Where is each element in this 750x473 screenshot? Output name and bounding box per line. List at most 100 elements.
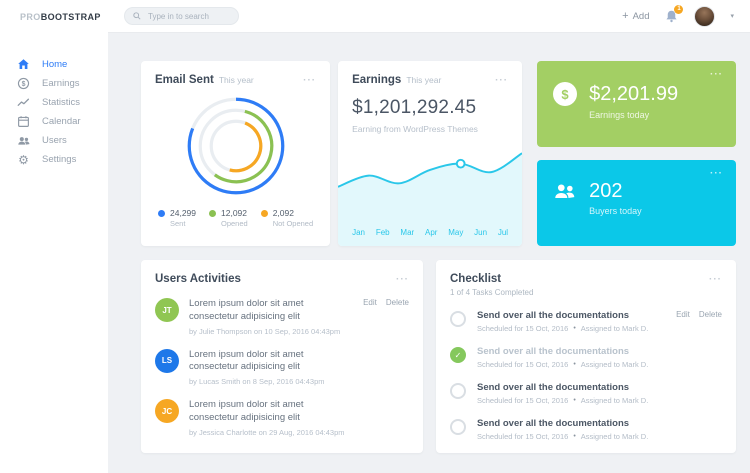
gear-icon: ⚙ [18, 152, 29, 167]
more-options-icon[interactable]: ··· [303, 75, 317, 86]
stat-tiles: ··· $ $2,201.99 Earnings today ··· [537, 61, 736, 246]
legend-dot [158, 210, 165, 217]
more-options-icon[interactable]: ··· [710, 168, 723, 179]
add-label: Add [632, 10, 650, 22]
legend-value: 12,092 [221, 208, 247, 218]
month-label: Feb [375, 228, 390, 237]
activity-title: Lorem ipsum dolor sit amet consectetur a… [189, 348, 304, 373]
dot-separator: • [573, 397, 576, 404]
earnings-subtitle: This year [406, 75, 442, 85]
avatar: JT [155, 298, 179, 322]
sidebar-nav: Home $ Earnings Statistics Calendar [0, 55, 108, 169]
sidebar-item-earnings[interactable]: $ Earnings [0, 74, 108, 93]
earnings-chart: Jan Feb Mar Apr May Jun Jul [338, 146, 523, 246]
delete-button[interactable]: Delete [385, 298, 409, 307]
sidebar-item-label: Calendar [42, 116, 81, 127]
dot-separator: • [573, 433, 576, 440]
users-activities-title: Users Activities [155, 273, 241, 285]
more-options-icon[interactable]: ··· [396, 274, 409, 285]
app-logo[interactable]: PROBOOTSTRAP [20, 12, 101, 22]
chevron-down-icon[interactable]: ▾ [730, 13, 734, 20]
sidebar-item-users[interactable]: Users [0, 131, 108, 150]
checklist-card: Checklist ··· 1 of 4 Tasks Completed ✓ S… [436, 260, 736, 453]
earnings-month-labels: Jan Feb Mar Apr May Jun Jul [338, 228, 522, 237]
task-checkbox[interactable]: ✓ [450, 347, 466, 363]
email-sent-title: Email Sent [155, 74, 214, 86]
dot-separator: • [573, 325, 576, 332]
svg-text:$: $ [22, 81, 26, 88]
checklist-item: ✓ Send over all the documentations Sched… [450, 418, 722, 441]
sidebar-item-label: Users [42, 135, 67, 146]
task-checkbox[interactable]: ✓ [450, 383, 466, 399]
sidebar-item-settings[interactable]: ⚙ Settings [0, 150, 108, 169]
plus-icon: + [622, 9, 629, 22]
edit-button[interactable]: Edit [363, 298, 377, 307]
check-icon: ✓ [455, 423, 462, 432]
users-activities-card: Users Activities ··· JT Lorem ipsum dolo… [141, 260, 423, 453]
notification-badge: 1 [674, 4, 684, 14]
topbar: + Add 1 ▾ [108, 0, 750, 33]
activity-title: Lorem ipsum dolor sit amet consectetur a… [189, 298, 304, 322]
task-checkbox[interactable]: ✓ [450, 311, 466, 327]
edit-button[interactable]: Edit [676, 310, 690, 319]
legend-dot [260, 210, 268, 217]
task-title: Send over all the documentations [477, 418, 630, 429]
task-title: Send over all the documentations [477, 310, 630, 321]
task-title: Send over all the documentations [477, 382, 630, 393]
activity-title: Lorem ipsum dolor sit amet consectetur a… [189, 399, 304, 424]
task-scheduled: Scheduled for 15 Oct, 2016 [477, 432, 569, 441]
sidebar-item-label: Statistics [42, 97, 81, 108]
activity-meta: by Julie Thompson on 10 Sep, 2016 04:43p… [189, 326, 341, 336]
earnings-icon: $ [16, 76, 31, 91]
user-avatar[interactable] [694, 5, 716, 27]
sidebar-item-calendar[interactable]: Calendar [0, 112, 108, 131]
earnings-today-amount: $2,201.99 [589, 82, 679, 105]
task-actions: Edit Delete [676, 310, 722, 319]
legend-label: Opened [221, 219, 248, 228]
checklist-item: ✓ Send over all the documentations Sched… [450, 382, 722, 405]
legend-label: Not Opened [272, 219, 314, 228]
add-button[interactable]: + Add [622, 9, 650, 22]
search-input[interactable] [146, 10, 230, 22]
task-scheduled: Scheduled for 15 Oct, 2016 [477, 360, 569, 369]
check-icon: ✓ [455, 387, 462, 396]
task-meta: Scheduled for 15 Oct, 2016 • Assigned to… [477, 396, 722, 405]
checklist-item: ✓ Send over all the documentations Sched… [450, 310, 722, 333]
legend-item-sent: 24,299 Sent [158, 208, 196, 228]
checklist-title: Checklist [450, 273, 502, 285]
sidebar-item-statistics[interactable]: Statistics [0, 93, 108, 112]
activity-actions: Edit Delete [363, 298, 409, 336]
checklist-item: ✓ Send over all the documentations Sched… [450, 346, 722, 369]
more-options-icon[interactable]: ··· [495, 75, 509, 86]
buyers-icon [555, 184, 575, 198]
logo-bootstrap: BOOTSTRAP [40, 11, 101, 22]
email-sent-card: Email Sent This year ··· 24,299 Sent [141, 61, 331, 246]
legend-value: 24,299 [170, 208, 196, 218]
earnings-area-chart [338, 152, 523, 246]
home-icon [16, 57, 31, 72]
month-label: Jun [474, 228, 488, 237]
buyers-today-tile: ··· 202 Buyers today [537, 160, 736, 246]
more-options-icon[interactable]: ··· [709, 274, 722, 285]
earnings-today-tile: ··· $ $2,201.99 Earnings today [537, 61, 736, 147]
notifications-button[interactable]: 1 [664, 4, 684, 24]
svg-text:$: $ [561, 87, 569, 102]
logo-pro: PRO [20, 11, 41, 22]
delete-button[interactable]: Delete [698, 310, 722, 319]
task-assigned: Assigned to Mark D. [580, 324, 649, 333]
topbar-right: + Add 1 ▾ [622, 4, 734, 27]
activity-item: JT Lorem ipsum dolor sit amet consectetu… [155, 298, 409, 336]
email-sent-subtitle: This year [218, 75, 254, 85]
more-options-icon[interactable]: ··· [710, 69, 723, 80]
sidebar-item-home[interactable]: Home [0, 55, 108, 74]
buyers-today-label: Buyers today [589, 206, 642, 216]
task-assigned: Assigned to Mark D. [580, 432, 649, 441]
month-label: Apr [424, 228, 438, 237]
activity-item: LS Lorem ipsum dolor sit amet consectetu… [155, 348, 409, 386]
email-sent-legend: 24,299 Sent 12,092 Opened 2,092 Not Open… [155, 208, 316, 228]
email-sent-donut [187, 97, 284, 195]
dot-separator: • [573, 361, 576, 368]
task-checkbox[interactable]: ✓ [450, 419, 466, 435]
earnings-description: Earning from WordPress Themes [352, 124, 478, 134]
main-area: + Add 1 ▾ Email Sent This year [108, 0, 750, 473]
